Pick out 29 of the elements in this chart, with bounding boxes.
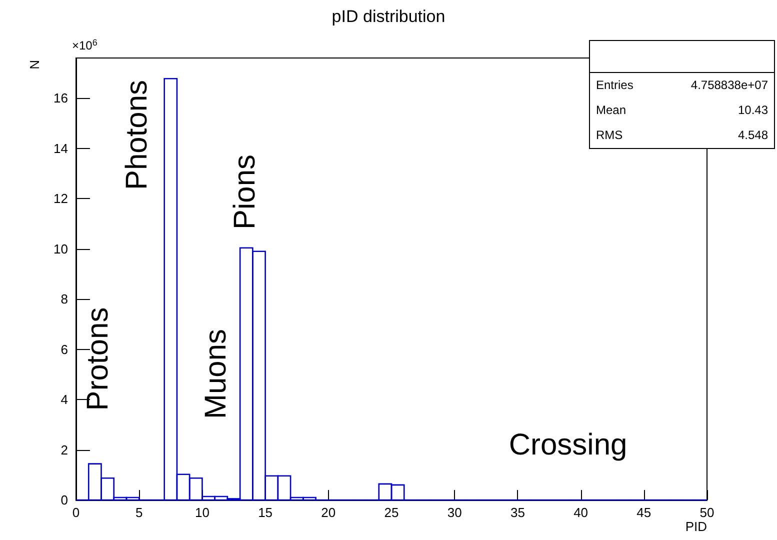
stats-box: Entries 4.758838e+07 Mean 10.43 RMS 4.548	[589, 40, 775, 149]
y-tick-label: 6	[60, 342, 68, 357]
x-tick-label: 15	[258, 505, 273, 520]
x-tick-label: 25	[384, 505, 399, 520]
annotation: Muons	[200, 328, 232, 420]
x-tick-label: 50	[700, 505, 714, 520]
x-tick-label: 20	[321, 505, 336, 520]
x-tick-label: 35	[510, 505, 525, 520]
annotation: Photons	[120, 80, 154, 190]
y-tick-label: 10	[54, 241, 68, 256]
x-tick-label: 40	[574, 505, 588, 520]
x-axis-title: PID	[685, 519, 707, 534]
y-tick-label: 14	[54, 140, 68, 156]
y-tick-label: 12	[54, 191, 68, 206]
annotation: Crossing	[508, 428, 628, 462]
y-axis-title: N	[27, 60, 42, 70]
y-tick-label: 4	[60, 392, 68, 408]
y-tick-label: 2	[60, 442, 68, 458]
y-tick-label: 8	[60, 292, 68, 307]
x-tick-label: 45	[636, 505, 652, 520]
y-tick-label: 16	[54, 90, 68, 106]
y-tick-label: 0	[60, 492, 68, 508]
x-tick-label: 30	[447, 505, 462, 520]
x-tick-label: 5	[135, 505, 143, 520]
chart-title: pID distribution	[332, 7, 446, 26]
x-tick-label: 10	[194, 505, 210, 520]
x-tick-label: 0	[72, 505, 80, 520]
annotation: Protons	[82, 307, 114, 411]
annotation: Pions	[228, 154, 262, 230]
